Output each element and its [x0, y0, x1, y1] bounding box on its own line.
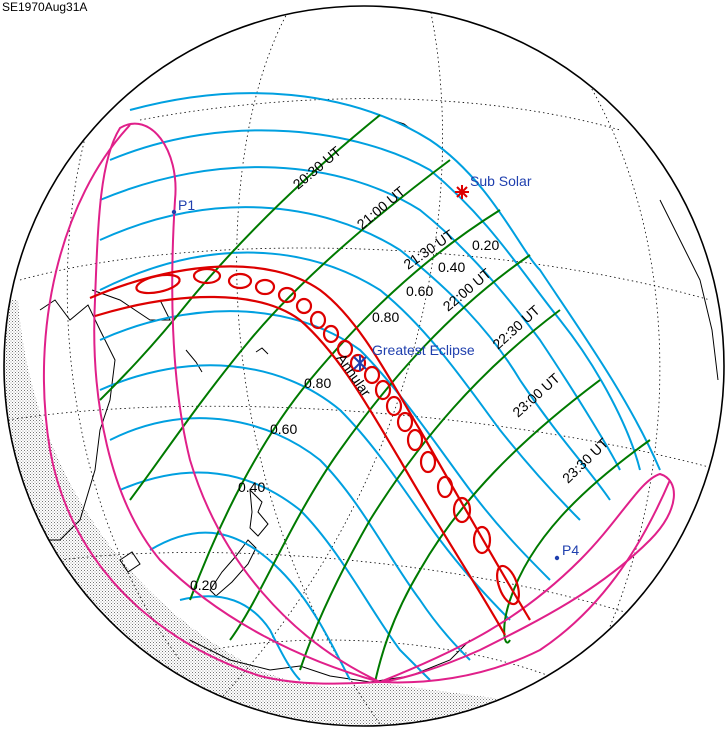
papua-coast: [91, 289, 171, 321]
eastern-limit: [379, 479, 671, 684]
new-caledonia: [185, 349, 203, 373]
magnitude-label: 0.80: [372, 309, 399, 325]
umbra-ellipse: [419, 450, 437, 474]
magnitude-line: [109, 417, 471, 661]
umbra-ellipse: [349, 353, 367, 373]
tasmania: [119, 551, 141, 573]
umbra-ellipse: [496, 564, 520, 606]
umbra-ellipse: [192, 267, 222, 285]
p1-label: P1: [178, 197, 195, 213]
magnitude-label: 0.40: [238, 479, 265, 495]
new-zealand-north: [249, 488, 269, 537]
time-line: [299, 309, 561, 671]
umbra-ellipse: [406, 428, 424, 452]
magnitude-label: 0.80: [304, 375, 331, 391]
p1-marker: [171, 209, 177, 215]
umbra-ellipse: [309, 310, 327, 330]
time-line: [229, 254, 531, 641]
sub-solar-marker: [455, 185, 469, 199]
umbra-ellipse: [336, 339, 354, 359]
magnitude-label: 0.20: [190, 577, 217, 593]
magnitude-label: 0.20: [472, 237, 499, 253]
time-label-2330: 23:30 UT: [559, 434, 612, 486]
magnitude-line: [119, 471, 431, 681]
central-path: [89, 265, 531, 636]
magnitude-label: 0.60: [406, 283, 433, 299]
americas-coast: [659, 199, 719, 381]
umbra-ellipse: [385, 395, 403, 417]
time-line: [374, 379, 601, 683]
umbra-ellipse: [322, 324, 340, 344]
umbra-ellipse: [374, 379, 392, 401]
magnitude-line: [99, 251, 581, 521]
umbra-ellipse: [277, 286, 297, 304]
magnitude-lines: [99, 92, 661, 681]
markers: [171, 185, 560, 561]
globe-outline: [3, 5, 725, 727]
time-line: [99, 114, 381, 401]
antarctica-coast: [189, 639, 471, 683]
p4-marker: [554, 555, 560, 561]
magnitude-line: [149, 531, 351, 681]
western-limit: [42, 124, 381, 685]
magnitude-label: 0.60: [270, 421, 297, 437]
umbra-ellipse: [363, 365, 381, 385]
central-path-south-limit: [94, 295, 506, 636]
time-lines: [99, 114, 651, 683]
umbra-ellipse: [254, 278, 276, 296]
umbra-ellipse: [452, 496, 472, 524]
magnitude-line: [109, 129, 641, 471]
magnitude-line: [99, 364, 511, 621]
magnitude-label: 0.40: [438, 259, 465, 275]
umbra-ellipse: [135, 273, 181, 295]
map-title: SE1970Aug31A: [2, 0, 88, 14]
magnitude-line: [179, 595, 301, 681]
umbra-ellipse: [436, 475, 454, 499]
umbra-ellipse: [295, 297, 313, 315]
penumbral-limits: [42, 122, 675, 685]
time-label-2030: 20:30 UT: [290, 143, 345, 193]
umbra-ellipse: [396, 411, 414, 433]
greatest-eclipse-marker: [353, 355, 367, 371]
night-shading: [4, 300, 724, 726]
p4-label: P4: [562, 542, 579, 558]
time-line: [189, 209, 501, 601]
magnitude-line: [99, 310, 551, 581]
magnitude-line: [99, 166, 621, 471]
magnitude-line: [129, 92, 661, 471]
central-path-north-limit: [89, 265, 531, 621]
sub-solar-label: Sub Solar: [470, 173, 532, 189]
umbra-ellipse: [472, 525, 492, 555]
magnitude-line: [99, 206, 611, 501]
time-line: [129, 159, 451, 501]
umbra-ellipse: [227, 272, 253, 290]
greatest-eclipse-label: Greatest Eclipse: [372, 342, 475, 358]
fiji-islands: [255, 347, 269, 355]
southern-limit-loop: [379, 472, 675, 683]
